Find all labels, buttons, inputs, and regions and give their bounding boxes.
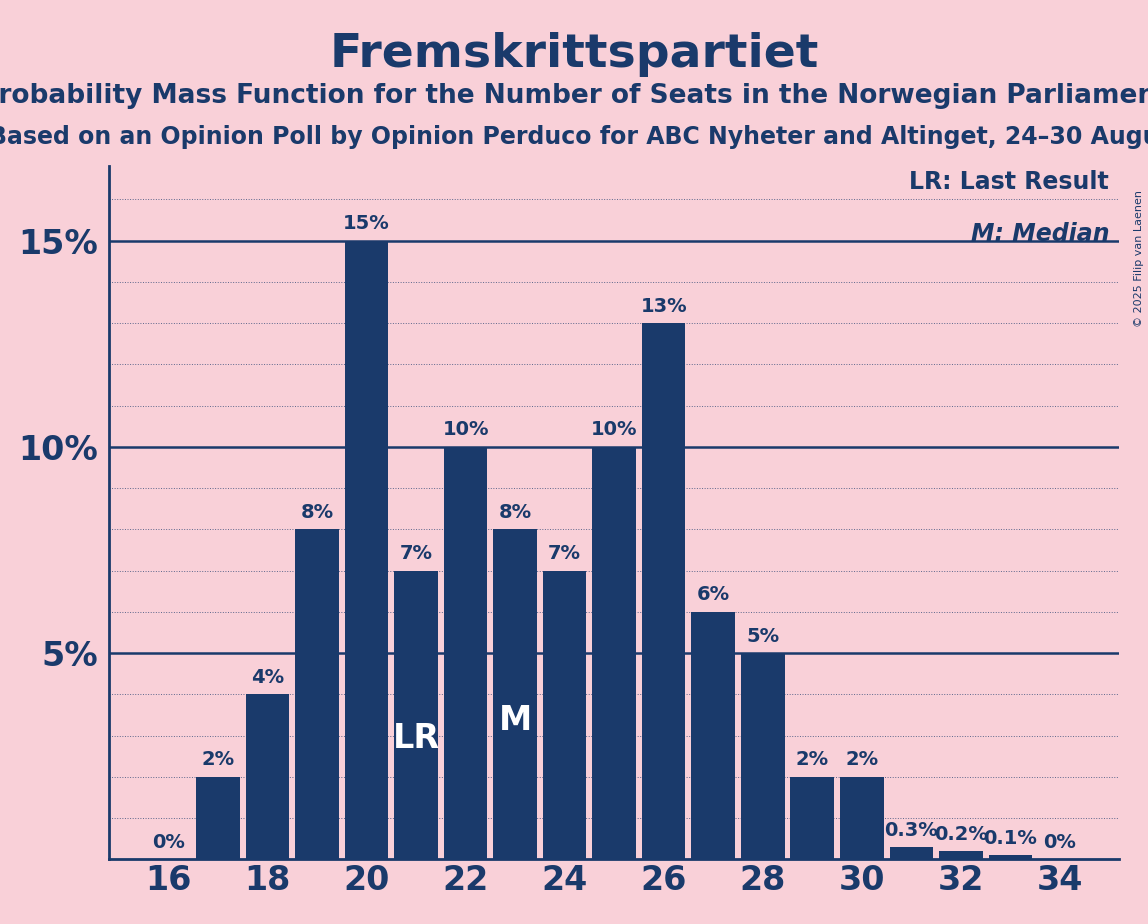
Text: © 2025 Filip van Laenen: © 2025 Filip van Laenen [1134, 190, 1143, 327]
Bar [543, 571, 587, 859]
Text: 4%: 4% [251, 668, 284, 687]
Bar [791, 777, 835, 859]
Bar [691, 612, 735, 859]
Bar [592, 447, 636, 859]
Bar [988, 856, 1032, 859]
Text: 0.1%: 0.1% [984, 829, 1038, 848]
Bar [740, 653, 784, 859]
Bar [444, 447, 488, 859]
Text: Based on an Opinion Poll by Opinion Perduco for ABC Nyheter and Altinget, 24–30 : Based on an Opinion Poll by Opinion Perd… [0, 125, 1148, 149]
Text: 15%: 15% [343, 214, 390, 233]
Text: Fremskrittspartiet: Fremskrittspartiet [329, 32, 819, 78]
Bar [840, 777, 884, 859]
Text: LR: LR [393, 722, 440, 755]
Bar [295, 529, 339, 859]
Bar [344, 240, 388, 859]
Text: 13%: 13% [641, 297, 687, 316]
Bar [246, 694, 289, 859]
Text: LR: Last Result: LR: Last Result [909, 170, 1109, 194]
Bar [196, 777, 240, 859]
Bar [494, 529, 537, 859]
Bar [642, 323, 685, 859]
Text: 0.2%: 0.2% [933, 824, 987, 844]
Text: 10%: 10% [442, 420, 489, 440]
Text: 7%: 7% [400, 544, 433, 563]
Bar [394, 571, 437, 859]
Text: M: M [498, 704, 532, 737]
Text: 6%: 6% [697, 586, 730, 604]
Text: 7%: 7% [548, 544, 581, 563]
Text: 0%: 0% [1044, 833, 1077, 852]
Text: Probability Mass Function for the Number of Seats in the Norwegian Parliament: Probability Mass Function for the Number… [0, 83, 1148, 109]
Text: 2%: 2% [796, 750, 829, 770]
Bar [939, 851, 983, 859]
Text: M: Median: M: Median [970, 222, 1109, 246]
Text: 10%: 10% [591, 420, 637, 440]
Text: 8%: 8% [498, 503, 532, 522]
Text: 0%: 0% [152, 833, 185, 852]
Text: 2%: 2% [201, 750, 234, 770]
Text: 0.3%: 0.3% [884, 821, 938, 840]
Text: 2%: 2% [845, 750, 878, 770]
Bar [890, 847, 933, 859]
Text: 5%: 5% [746, 626, 779, 646]
Text: 8%: 8% [301, 503, 334, 522]
